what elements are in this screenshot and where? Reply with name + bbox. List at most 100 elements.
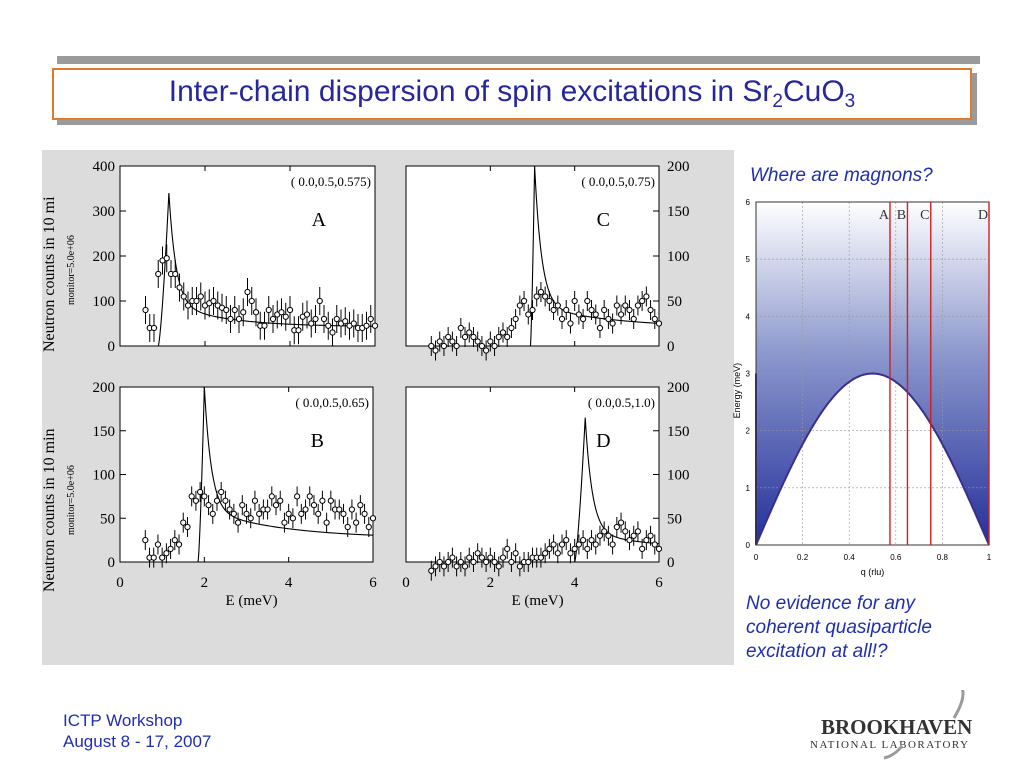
data-point bbox=[474, 338, 481, 345]
data-point bbox=[508, 324, 515, 332]
data-point bbox=[584, 297, 591, 305]
data-point bbox=[525, 311, 532, 318]
data-point bbox=[655, 320, 663, 327]
y-tick-label: 50 bbox=[100, 511, 115, 527]
note-line-3: excitation at all!? bbox=[746, 641, 888, 662]
data-point bbox=[499, 554, 507, 561]
data-point bbox=[205, 502, 212, 509]
data-point bbox=[630, 532, 637, 539]
data-point bbox=[353, 519, 360, 526]
data-point bbox=[516, 563, 523, 570]
data-point bbox=[325, 322, 332, 329]
data-point bbox=[558, 315, 566, 323]
data-point bbox=[558, 541, 566, 548]
q-vector-label: ( 0.0,0.5,1.0) bbox=[588, 395, 655, 410]
y-tick-label: 50 bbox=[667, 511, 682, 527]
data-point bbox=[445, 333, 452, 341]
y-tick-label: 50 bbox=[667, 294, 682, 310]
data-point bbox=[319, 497, 326, 504]
data-point bbox=[320, 315, 328, 323]
data-point bbox=[554, 302, 561, 309]
data-point bbox=[470, 558, 477, 566]
data-point bbox=[239, 502, 246, 509]
data-point bbox=[643, 293, 650, 300]
data-point bbox=[647, 532, 654, 539]
data-point bbox=[142, 306, 149, 314]
title-sub-1: 2 bbox=[772, 91, 783, 112]
data-point bbox=[571, 545, 578, 552]
data-point bbox=[218, 488, 225, 496]
data-point bbox=[478, 342, 485, 350]
y-tick-label: 300 bbox=[93, 204, 116, 220]
data-point bbox=[159, 554, 166, 561]
data-point bbox=[512, 550, 519, 557]
data-point bbox=[261, 322, 268, 329]
data-point bbox=[180, 519, 187, 526]
slide-title: Inter-chain dispersion of spin excitatio… bbox=[169, 75, 855, 113]
data-point bbox=[461, 333, 469, 341]
monitor-label-bottom: monitor=5.0e+06 bbox=[66, 465, 77, 535]
dispersion-x-tick: 0.4 bbox=[844, 553, 856, 562]
data-point bbox=[643, 537, 650, 544]
data-point bbox=[285, 510, 292, 517]
data-point bbox=[268, 493, 275, 500]
dispersion-y-tick: 4 bbox=[746, 312, 751, 321]
data-point bbox=[588, 306, 595, 314]
data-point bbox=[226, 506, 233, 513]
data-point bbox=[180, 293, 187, 300]
data-point bbox=[609, 541, 616, 548]
x-tick-label: 0 bbox=[402, 575, 410, 591]
plot-frame-D bbox=[405, 386, 660, 563]
panel-letter-B: B bbox=[311, 430, 324, 452]
data-point bbox=[222, 497, 229, 504]
data-point bbox=[470, 333, 477, 341]
data-point bbox=[596, 324, 604, 332]
data-point bbox=[350, 320, 357, 327]
data-point bbox=[478, 554, 485, 561]
data-point bbox=[247, 515, 254, 522]
data-point bbox=[316, 297, 323, 305]
data-point bbox=[499, 329, 507, 336]
data-point bbox=[265, 306, 272, 314]
data-point bbox=[306, 493, 313, 500]
data-point bbox=[348, 506, 356, 513]
y-tick-label: 400 bbox=[93, 159, 116, 175]
data-point bbox=[491, 342, 498, 350]
data-point bbox=[491, 558, 498, 566]
data-point bbox=[567, 550, 574, 557]
data-point bbox=[252, 309, 260, 316]
logo-swoosh-bottom bbox=[883, 745, 904, 760]
data-point bbox=[516, 302, 523, 309]
data-point bbox=[466, 554, 473, 561]
data-point bbox=[508, 558, 515, 566]
q-vector-label: ( 0.0,0.5,0.575) bbox=[291, 174, 371, 189]
dispersion-x-tick: 0.8 bbox=[937, 553, 949, 562]
data-point bbox=[248, 297, 255, 305]
data-point bbox=[327, 497, 334, 504]
y-tick-label: 150 bbox=[667, 424, 690, 440]
data-point bbox=[357, 502, 364, 509]
data-point bbox=[371, 322, 379, 329]
y-tick-label: 200 bbox=[667, 380, 690, 396]
dispersion-x-tick: 0 bbox=[754, 553, 759, 562]
q-marker-label-B: B bbox=[897, 208, 906, 223]
dispersion-y-tick: 1 bbox=[746, 484, 751, 493]
data-point bbox=[308, 320, 315, 327]
data-point bbox=[436, 338, 443, 345]
data-point bbox=[272, 502, 280, 509]
data-point bbox=[525, 558, 532, 566]
data-point bbox=[487, 338, 494, 345]
data-point bbox=[315, 510, 322, 517]
data-point bbox=[150, 554, 157, 561]
data-point bbox=[571, 297, 578, 305]
y-axis-label-top: Neutron counts in 10 mi bbox=[41, 196, 58, 352]
data-point bbox=[622, 528, 629, 535]
data-point bbox=[542, 550, 549, 557]
dispersion-y-tick: 3 bbox=[746, 370, 751, 379]
data-point bbox=[243, 510, 250, 517]
dispersion-y-tick: 6 bbox=[746, 198, 751, 207]
y-tick-label: 100 bbox=[93, 468, 116, 484]
q-marker-label-A: A bbox=[879, 208, 890, 223]
data-point bbox=[457, 558, 464, 566]
data-point bbox=[428, 342, 435, 350]
